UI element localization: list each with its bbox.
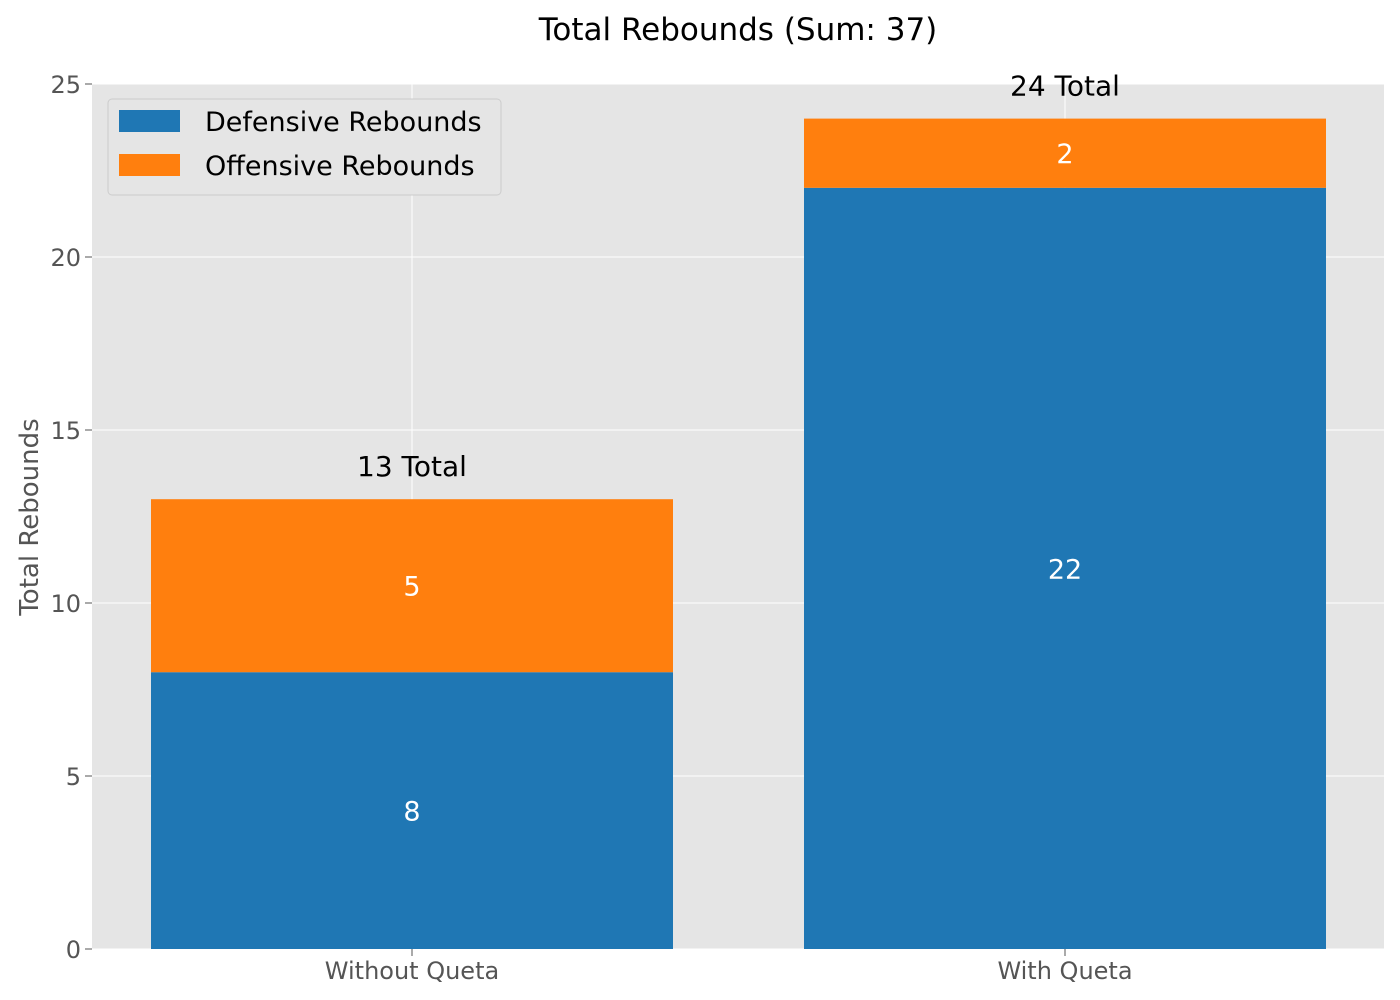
x-tick-label: Without Queta: [325, 957, 499, 985]
legend-swatch-offensive: [119, 154, 180, 176]
y-tick-label: 15: [50, 417, 81, 445]
legend: Defensive Rebounds Offensive Rebounds: [107, 98, 502, 196]
offensive-bar-without-queta: [151, 499, 673, 673]
total-label-without-queta: 13 Total: [357, 450, 467, 483]
offensive-bar-without-queta-value-label: 5: [403, 572, 420, 603]
y-axis: 0 5 10 15 20 25: [50, 71, 92, 964]
legend-box: [107, 98, 502, 196]
legend-label-defensive: Defensive Rebounds: [205, 107, 482, 138]
defensive-bar-without-queta-value-label: 8: [403, 797, 420, 828]
y-tick-label: 25: [50, 71, 81, 99]
offensive-bar-with-queta: [804, 118, 1326, 188]
y-tick-label: 0: [66, 936, 81, 964]
y-tick-label: 20: [50, 244, 81, 272]
defensive-bar-without-queta: [151, 672, 673, 949]
y-axis-label: Total Rebounds: [15, 418, 45, 616]
y-tick-label: 10: [50, 590, 81, 618]
chart-title: Total Rebounds (Sum: 37): [538, 12, 938, 48]
y-tick-label: 5: [66, 763, 81, 791]
defensive-bar-with-queta-value-label: 22: [1048, 554, 1082, 585]
bars: [151, 118, 1326, 950]
offensive-bar-with-queta-value-label: 2: [1056, 139, 1073, 170]
x-axis: Without Queta With Queta: [325, 949, 1133, 985]
legend-label-offensive: Offensive Rebounds: [205, 151, 475, 182]
x-tick-label: With Queta: [997, 957, 1132, 985]
defensive-bar-with-queta: [804, 187, 1326, 950]
total-label-with-queta: 24 Total: [1010, 70, 1120, 103]
legend-swatch-defensive: [119, 110, 180, 132]
